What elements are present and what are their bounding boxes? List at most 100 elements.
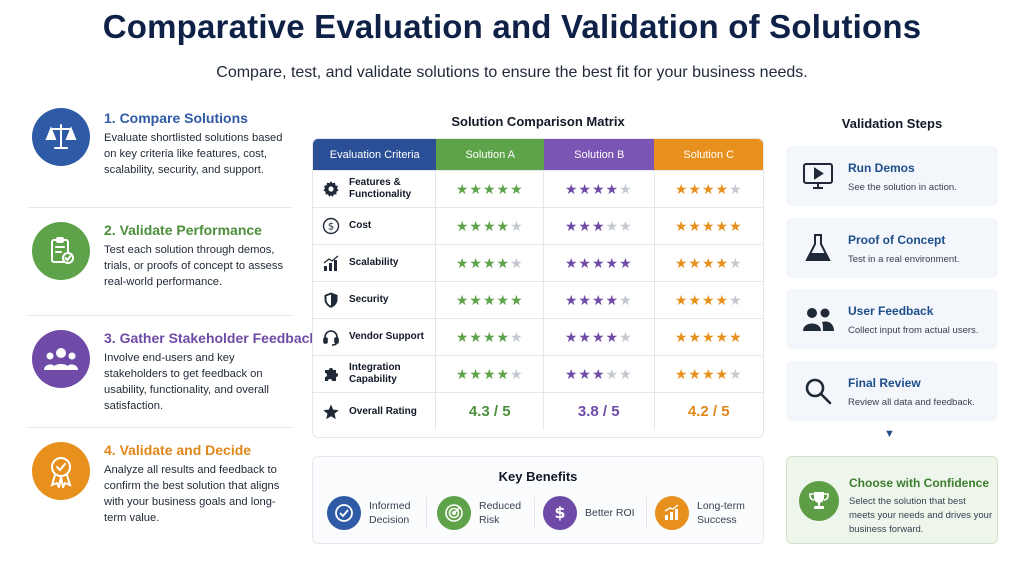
header-solution-b: Solution B — [543, 139, 655, 170]
filled-star-icon: ★ — [674, 254, 689, 271]
flask-icon — [800, 230, 836, 266]
process-steps: 1. Compare Solutions Evaluate shortliste… — [28, 104, 317, 532]
rating-stars: ★★★★★ — [565, 329, 633, 346]
svg-text:$: $ — [554, 503, 565, 522]
filled-star-icon: ★ — [578, 328, 592, 345]
filled-star-icon: ★ — [469, 217, 483, 234]
criterion-label: Scalability — [349, 257, 399, 268]
matrix-row: Security ★★★★★ ★★★★★ ★★★★★ — [313, 282, 763, 319]
puzzle-icon — [321, 364, 341, 384]
step-text: Analyze all results and feedback to conf… — [104, 464, 280, 524]
matrix-row: Features & Functionality ★★★★★ ★★★★★ ★★★… — [313, 171, 763, 208]
empty-star-icon: ★ — [510, 217, 524, 234]
step-gather-feedback: 3. Gather Stakeholder Feedback Involve e… — [28, 316, 317, 428]
empty-star-icon: ★ — [605, 217, 620, 234]
benefit-divider — [426, 497, 427, 529]
dollar-icon: $ — [543, 496, 577, 530]
filled-star-icon: ★ — [578, 254, 592, 271]
benefit-label: Better ROI — [585, 507, 635, 519]
award-badge-icon — [32, 442, 90, 500]
rating-stars: ★★★★★ — [675, 255, 743, 272]
users-icon — [800, 301, 836, 337]
filled-star-icon: ★ — [715, 328, 730, 345]
rating-stars: ★★★★★ — [456, 255, 524, 272]
shield-icon — [321, 290, 341, 310]
benefit-label: Informed Decision — [369, 500, 411, 526]
trophy-icon — [799, 481, 839, 521]
filled-star-icon: ★ — [469, 180, 483, 197]
filled-star-icon: ★ — [605, 180, 620, 197]
filled-star-icon: ★ — [469, 328, 483, 345]
validation-step-name: Final Review — [848, 376, 921, 390]
validation-step-desc: Review all data and feedback. — [848, 397, 975, 408]
rating-stars: ★★★★★ — [565, 218, 633, 235]
clipboard-check-icon — [32, 222, 90, 280]
check-circle-icon — [327, 496, 361, 530]
validation-step-name: Proof of Concept — [848, 233, 946, 247]
step-title: 2. Validate Performance — [104, 222, 262, 238]
filled-star-icon: ★ — [455, 180, 470, 197]
empty-star-icon: ★ — [510, 365, 524, 382]
criterion-label: Integration Capability — [349, 362, 401, 385]
header-solution-c: Solution C — [654, 139, 763, 170]
benefit-item: Informed Decision — [327, 495, 427, 531]
rating-stars: ★★★★★ — [675, 329, 743, 346]
key-benefits-panel: Key Benefits Informed Decision Reduced R… — [312, 456, 764, 544]
filled-star-icon: ★ — [701, 217, 716, 234]
filled-star-icon: ★ — [674, 217, 689, 234]
empty-star-icon: ★ — [729, 365, 743, 382]
filled-star-icon: ★ — [715, 217, 730, 234]
filled-star-icon: ★ — [564, 291, 579, 308]
rating-stars: ★★★★★ — [565, 255, 633, 272]
gear-icon — [321, 179, 341, 199]
rating-stars: ★★★★★ — [456, 218, 524, 235]
benefit-label: Long-term Success — [697, 500, 745, 526]
filled-star-icon: ★ — [578, 291, 592, 308]
growth-chart-icon — [655, 496, 689, 530]
filled-star-icon: ★ — [564, 328, 579, 345]
matrix-title: Solution Comparison Matrix — [451, 114, 625, 129]
rating-stars: ★★★★★ — [456, 366, 524, 383]
filled-star-icon: ★ — [469, 365, 483, 382]
filled-star-icon: ★ — [482, 291, 497, 308]
criterion-label: Security — [349, 294, 389, 305]
benefit-item: $ Better ROI — [543, 495, 645, 531]
filled-star-icon: ★ — [469, 291, 483, 308]
empty-star-icon: ★ — [510, 254, 524, 271]
filled-star-icon: ★ — [605, 254, 620, 271]
final-text: Select the solution that best meets your… — [849, 496, 993, 535]
matrix-row: Vendor Support ★★★★★ ★★★★★ ★★★★★ — [313, 319, 763, 356]
filled-star-icon: ★ — [688, 365, 702, 382]
criterion-label: Overall Rating — [349, 405, 417, 417]
star-icon — [321, 402, 341, 422]
filled-star-icon: ★ — [455, 291, 470, 308]
filled-star-icon: ★ — [619, 254, 633, 271]
validation-step-run-demos: Run Demos See the solution in action. — [786, 146, 998, 206]
page-subtitle: Compare, test, and validate solutions to… — [216, 64, 808, 81]
filled-star-icon: ★ — [496, 365, 511, 382]
empty-star-icon: ★ — [510, 328, 524, 345]
filled-star-icon: ★ — [715, 254, 730, 271]
dollar-icon: $ — [321, 216, 341, 236]
step-validate-performance: 2. Validate Performance Test each soluti… — [28, 208, 292, 316]
filled-star-icon: ★ — [688, 291, 702, 308]
comparison-matrix: Evaluation Criteria Solution A Solution … — [312, 138, 764, 438]
validation-step-desc: See the solution in action. — [848, 182, 957, 193]
rating-stars: ★★★★★ — [456, 181, 524, 198]
rating-stars: ★★★★★ — [675, 366, 743, 383]
filled-star-icon: ★ — [591, 328, 606, 345]
filled-star-icon: ★ — [605, 328, 620, 345]
filled-star-icon: ★ — [496, 328, 511, 345]
filled-star-icon: ★ — [701, 180, 716, 197]
rating-stars: ★★★★★ — [565, 292, 633, 309]
filled-star-icon: ★ — [496, 291, 511, 308]
filled-star-icon: ★ — [674, 180, 689, 197]
empty-star-icon: ★ — [619, 180, 633, 197]
filled-star-icon: ★ — [578, 365, 592, 382]
filled-star-icon: ★ — [591, 291, 606, 308]
step-text: Involve end-users and key stakeholders t… — [104, 352, 269, 412]
validation-step-final-review: Final Review Review all data and feedbac… — [786, 361, 998, 421]
filled-star-icon: ★ — [469, 254, 483, 271]
filled-star-icon: ★ — [701, 328, 716, 345]
overall-rating-a: 4.3 / 5 — [468, 403, 511, 420]
